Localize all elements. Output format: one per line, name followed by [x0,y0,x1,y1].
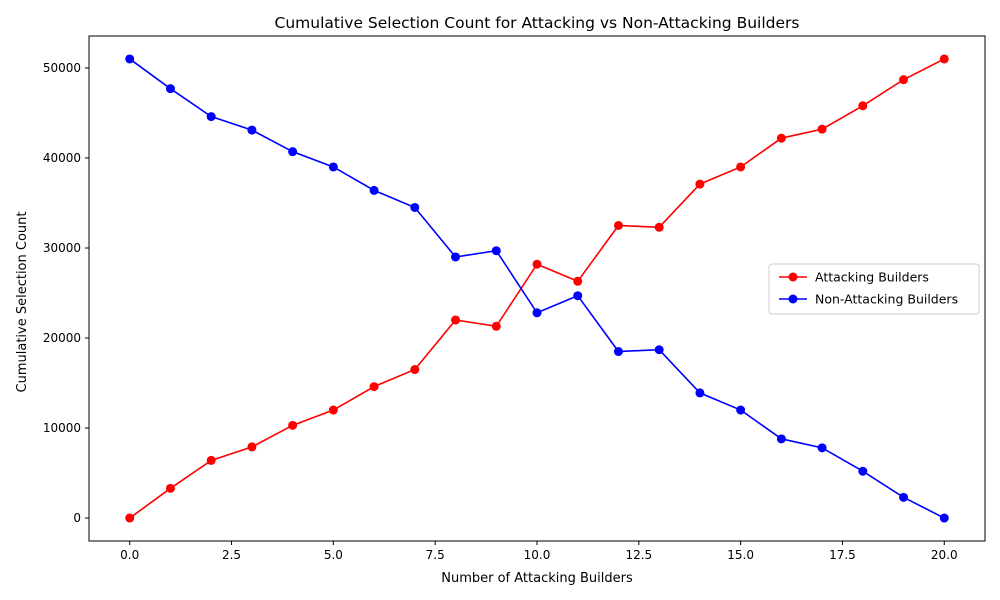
data-point [573,276,583,286]
data-point [206,455,216,465]
data-point [858,101,868,111]
data-point [125,513,135,523]
x-tick-label: 15.0 [727,548,754,562]
data-point [125,54,135,64]
data-point [451,252,461,262]
series-layer [125,54,949,523]
series-group [125,54,949,523]
y-tick-label: 10000 [43,421,81,435]
y-axis-title: Cumulative Selection Count [15,212,30,393]
data-point [695,388,705,398]
legend-label: Attacking Builders [815,270,929,285]
x-tick-label: 5.0 [324,548,343,562]
data-point [858,466,868,476]
data-point [247,442,257,452]
x-tick-label: 20.0 [931,548,958,562]
data-point [491,321,501,331]
data-point [899,492,909,502]
data-point [410,365,420,375]
data-point [695,179,705,189]
data-point [573,291,583,301]
y-tick-label: 40000 [43,151,81,165]
axes: 0.0 2.5 5.0 7.5 10.0 12.5 15.0 17.5 20.0 0 10000 20… [43,35,986,562]
data-point [328,405,338,415]
data-point [247,125,257,135]
data-point [369,185,379,195]
data-point [206,112,216,122]
y-tick-label: 20000 [43,331,81,345]
data-point [288,420,298,430]
y-tick-label: 30000 [43,241,81,255]
data-point [736,405,746,415]
data-point [817,124,827,134]
series-group [125,54,949,523]
legend-box [768,263,980,315]
data-point [532,308,542,318]
data-point [165,84,175,94]
x-axis-title: Number of Attacking Builders [441,571,633,586]
data-point [939,54,949,64]
data-point [491,246,501,256]
x-tick-label: 7.5 [426,548,445,562]
y-tick-label: 50000 [43,61,81,75]
data-point [288,147,298,157]
data-point [613,220,623,230]
legend-marker [788,272,798,282]
legend-label: Non-Attacking Builders [815,292,958,307]
data-point [654,222,664,232]
y-tick-label: 0 [73,511,81,525]
x-tick-label: 10.0 [524,548,551,562]
x-tick-label: 17.5 [829,548,856,562]
data-point [654,345,664,355]
x-tick-label: 0.0 [120,548,139,562]
data-point [817,443,827,453]
data-point [369,382,379,392]
data-point [776,434,786,444]
data-point [776,133,786,143]
x-tick-label: 2.5 [222,548,241,562]
chart-title: Cumulative Selection Count for Attacking… [275,14,800,32]
legend-marker [788,294,798,304]
data-point [410,202,420,212]
data-point [939,513,949,523]
data-point [736,162,746,172]
x-tick-label: 12.5 [625,548,652,562]
data-point [899,75,909,85]
data-point [532,259,542,269]
data-point [165,483,175,493]
data-point [328,162,338,172]
legend: Attacking Builders Non-Attacking Builders [768,263,980,315]
data-point [613,347,623,357]
data-point [451,315,461,325]
